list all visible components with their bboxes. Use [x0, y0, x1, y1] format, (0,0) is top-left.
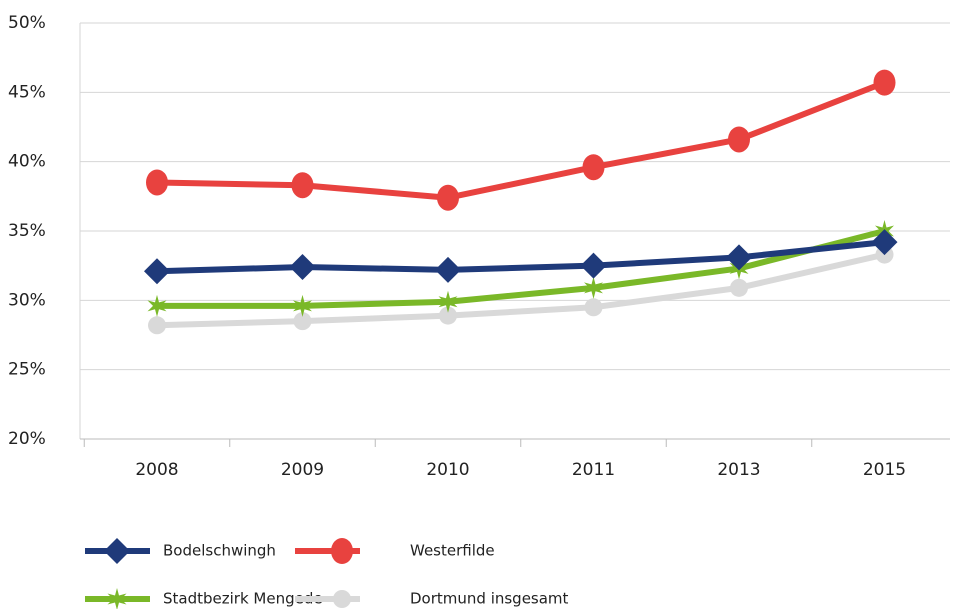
legend-label: Stadtbezirk Mengede [163, 590, 323, 608]
y-tick-label: 35% [8, 221, 46, 241]
y-tick-label: 20% [8, 429, 46, 449]
marker [331, 538, 353, 564]
marker [438, 290, 458, 313]
series-line [156, 251, 886, 329]
legend-label: Westerfilde [410, 542, 495, 560]
marker [293, 294, 312, 317]
legend-label: Dortmund insgesamt [410, 590, 569, 608]
marker [873, 69, 896, 96]
marker [584, 298, 603, 317]
marker [726, 244, 752, 271]
y-tick-label: 40% [8, 152, 46, 172]
marker [293, 312, 312, 331]
marker [435, 256, 461, 283]
marker [146, 169, 168, 196]
marker [104, 538, 130, 564]
x-tick-label: 2015 [863, 460, 906, 480]
marker [728, 126, 750, 153]
legend: Bodelschwingh Westerfilde Stadtbezirk Meng… [85, 538, 569, 609]
marker [582, 154, 605, 181]
marker [148, 316, 166, 335]
y-tick-label: 30% [8, 290, 46, 310]
marker [289, 254, 316, 281]
series-line [156, 79, 886, 201]
series-line [156, 239, 885, 275]
legend-label: Bodelschwingh [163, 542, 276, 560]
series-line [157, 228, 886, 309]
y-tick-label: 50% [8, 13, 46, 33]
x-tick-label: 2011 [572, 460, 615, 480]
marker [730, 278, 748, 297]
marker [437, 184, 459, 211]
x-tick-label: 2010 [426, 460, 469, 480]
marker [147, 294, 167, 317]
marker [584, 276, 603, 299]
y-tick-label: 25% [8, 360, 46, 380]
x-tick-label: 2013 [717, 460, 760, 480]
x-tick-label: 2009 [281, 460, 324, 480]
marker [107, 588, 127, 609]
marker [580, 252, 607, 279]
marker [871, 229, 898, 256]
marker [333, 590, 351, 608]
marker [439, 306, 457, 325]
x-tick-label: 2008 [135, 460, 178, 480]
marker [144, 258, 170, 285]
marker [291, 172, 314, 199]
y-tick-label: 45% [8, 82, 46, 102]
